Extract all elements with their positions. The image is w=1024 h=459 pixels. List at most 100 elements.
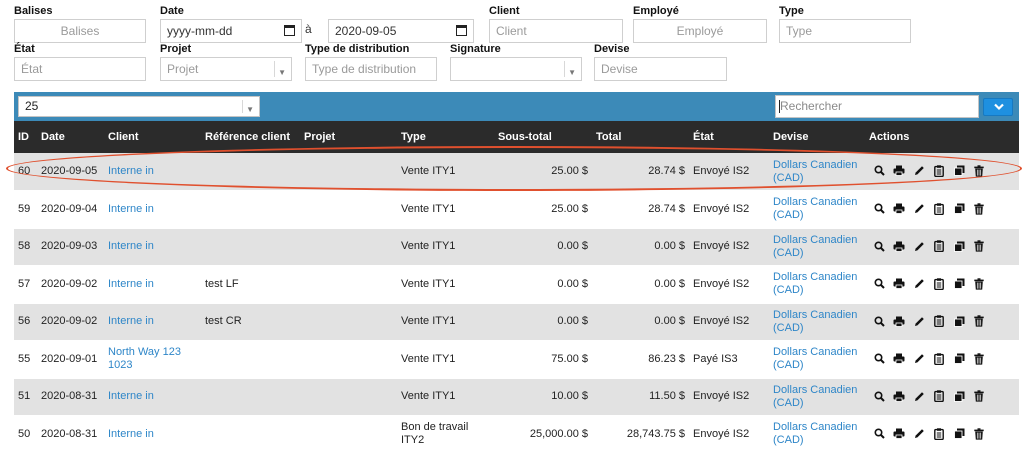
edit-icon[interactable] (909, 165, 929, 178)
columns-toggle-button[interactable] (983, 98, 1013, 116)
header-etat[interactable]: État (689, 121, 769, 153)
edit-icon[interactable] (909, 278, 929, 291)
header-id[interactable]: ID (14, 121, 37, 153)
clipboard-icon[interactable] (929, 390, 949, 403)
copy-icon[interactable] (949, 390, 969, 403)
calendar-icon[interactable] (284, 25, 295, 36)
client-link[interactable]: Interne in (108, 390, 154, 403)
edit-icon[interactable] (909, 390, 929, 403)
client-link[interactable]: North Way 123 1023 (108, 346, 181, 372)
clipboard-icon[interactable] (929, 202, 949, 216)
client-link[interactable]: Interne in (108, 315, 154, 328)
employe-input[interactable]: Employé (633, 19, 767, 43)
print-icon[interactable] (889, 315, 909, 328)
cell-subtotal: 25.00 $ (494, 153, 592, 191)
date-to-input[interactable]: 2020-09-05 (328, 19, 474, 43)
copy-icon[interactable] (949, 203, 969, 216)
calendar-icon[interactable] (456, 25, 467, 36)
devise-input[interactable]: Devise (594, 57, 727, 81)
copy-icon[interactable] (949, 315, 969, 328)
print-icon[interactable] (889, 353, 909, 366)
clipboard-icon[interactable] (929, 315, 949, 328)
header-sous-total[interactable]: Sous-total (494, 121, 592, 153)
currency-link[interactable]: Dollars Canadien (CAD) (773, 271, 858, 297)
trash-icon[interactable] (969, 315, 989, 328)
edit-icon[interactable] (909, 240, 929, 253)
page-size-select[interactable]: 25 ▼ (18, 96, 260, 117)
projet-select[interactable]: Projet ▼ (160, 57, 292, 81)
header-projet[interactable]: Projet (300, 121, 397, 153)
etat-input[interactable]: État (14, 57, 146, 81)
search-icon[interactable] (869, 203, 889, 216)
edit-icon[interactable] (909, 353, 929, 366)
search-icon[interactable] (869, 315, 889, 328)
currency-link[interactable]: Dollars Canadien (CAD) (773, 233, 858, 259)
client-link[interactable]: Interne in (108, 202, 154, 215)
clipboard-icon[interactable] (929, 277, 949, 291)
signature-select[interactable]: ▼ (450, 57, 582, 81)
header-date[interactable]: Date (37, 121, 104, 153)
header-type[interactable]: Type (397, 121, 494, 153)
edit-icon[interactable] (909, 203, 929, 216)
copy-icon[interactable] (949, 428, 969, 441)
trash-icon[interactable] (969, 240, 989, 253)
header-client[interactable]: Client (104, 121, 201, 153)
client-input[interactable]: Client (489, 19, 623, 43)
table-row: 58 2020-09-03 Interne in Vente ITY1 0.00 $0.… (14, 228, 1019, 266)
balises-input[interactable]: Balises (14, 19, 146, 43)
copy-icon[interactable] (949, 240, 969, 253)
cell-client: Interne in (104, 415, 201, 454)
trash-icon[interactable] (969, 165, 989, 178)
cell-currency: Dollars Canadien (CAD) (769, 190, 865, 229)
client-link[interactable]: Interne in (108, 240, 154, 253)
client-link[interactable]: Interne in (108, 427, 154, 440)
search-icon[interactable] (869, 240, 889, 253)
cell-actions (865, 340, 1019, 379)
copy-icon[interactable] (949, 278, 969, 291)
search-icon[interactable] (869, 165, 889, 178)
cell-id: 51 (14, 378, 37, 416)
type-input[interactable]: Type (779, 19, 911, 43)
chevron-down-icon: ▼ (246, 105, 254, 114)
clipboard-icon[interactable] (929, 352, 949, 366)
search-icon[interactable] (869, 353, 889, 366)
print-icon[interactable] (889, 428, 909, 441)
client-link[interactable]: Interne in (108, 165, 154, 177)
search-icon[interactable] (869, 428, 889, 441)
search-icon[interactable] (869, 390, 889, 403)
currency-link[interactable]: Dollars Canadien (CAD) (773, 308, 858, 334)
print-icon[interactable] (889, 240, 909, 253)
date-from-input[interactable]: yyyy-mm-dd (160, 19, 302, 43)
header-reference-client[interactable]: Référence client (201, 121, 300, 153)
currency-link[interactable]: Dollars Canadien (CAD) (773, 383, 858, 409)
trash-icon[interactable] (969, 390, 989, 403)
search-input[interactable]: Rechercher (775, 95, 979, 118)
search-icon[interactable] (869, 278, 889, 291)
cell-date: 2020-09-01 (37, 340, 104, 379)
type-distribution-input[interactable]: Type de distribution (305, 57, 437, 81)
copy-icon[interactable] (949, 353, 969, 366)
print-icon[interactable] (889, 390, 909, 403)
clipboard-icon[interactable] (929, 427, 949, 441)
clipboard-icon[interactable] (929, 240, 949, 253)
currency-link[interactable]: Dollars Canadien (CAD) (773, 196, 858, 222)
copy-icon[interactable] (949, 165, 969, 178)
header-total[interactable]: Total (592, 121, 689, 153)
header-devise[interactable]: Devise (769, 121, 865, 153)
trash-icon[interactable] (969, 352, 989, 366)
print-icon[interactable] (889, 203, 909, 216)
currency-link[interactable]: Dollars Canadien (CAD) (773, 346, 858, 372)
edit-icon[interactable] (909, 428, 929, 441)
clipboard-icon[interactable] (929, 165, 949, 178)
trash-icon[interactable] (969, 277, 989, 291)
currency-link[interactable]: Dollars Canadien (CAD) (773, 158, 858, 184)
cell-date: 2020-08-31 (37, 415, 104, 454)
cell-currency: Dollars Canadien (CAD) (769, 265, 865, 304)
currency-link[interactable]: Dollars Canadien (CAD) (773, 421, 858, 447)
trash-icon[interactable] (969, 427, 989, 441)
client-link[interactable]: Interne in (108, 277, 154, 290)
print-icon[interactable] (889, 278, 909, 291)
trash-icon[interactable] (969, 202, 989, 216)
print-icon[interactable] (889, 165, 909, 178)
edit-icon[interactable] (909, 315, 929, 328)
